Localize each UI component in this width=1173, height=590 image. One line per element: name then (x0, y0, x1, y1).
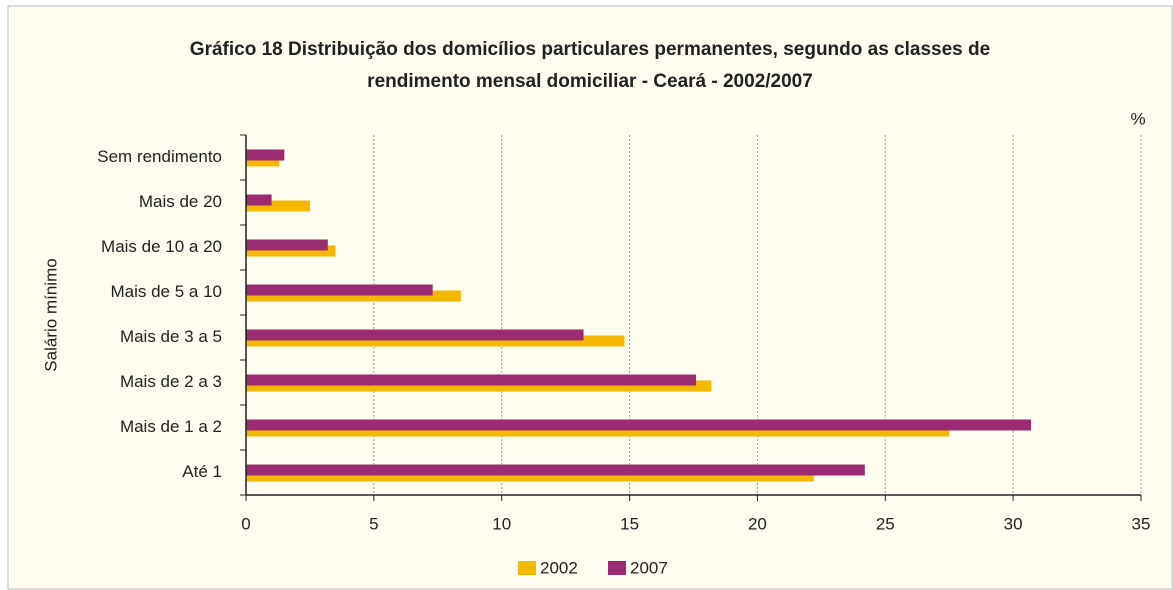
x-tick-label: 15 (620, 514, 639, 533)
x-tick-label: 35 (1132, 514, 1151, 533)
legend-swatch (518, 561, 536, 575)
y-tick-label: Mais de 3 a 5 (120, 327, 222, 346)
bar (246, 290, 461, 302)
x-tick-label: 0 (241, 514, 250, 533)
bar (246, 245, 336, 257)
legend-label: 2002 (540, 558, 578, 577)
x-tick-label: 5 (369, 514, 378, 533)
bar (246, 374, 697, 386)
bar (246, 335, 625, 347)
bar (246, 380, 712, 392)
unit-label: % (1130, 109, 1145, 128)
bar (246, 149, 285, 161)
y-tick-label: Mais de 20 (139, 192, 222, 211)
legend-swatch (608, 561, 626, 575)
bar (246, 200, 310, 212)
y-tick-label: Mais de 2 a 3 (120, 372, 222, 391)
bar (246, 329, 584, 341)
bar (246, 464, 865, 476)
y-tick-label: Até 1 (182, 462, 222, 481)
y-tick-label: Mais de 5 a 10 (110, 282, 222, 301)
x-tick-label: 10 (492, 514, 511, 533)
bar (246, 419, 1032, 431)
x-tick-label: 25 (876, 514, 895, 533)
x-tick-label: 30 (1004, 514, 1023, 533)
bar (246, 239, 328, 251)
bar (246, 470, 814, 482)
chart-frame (7, 5, 1173, 590)
y-tick-label: Mais de 1 a 2 (120, 417, 222, 436)
chart-title: rendimento mensal domiciliar - Ceará - 2… (367, 71, 813, 92)
x-tick-label: 20 (748, 514, 767, 533)
y-axis-label: Salário mínimo (41, 258, 60, 371)
bar (246, 155, 280, 167)
bar (246, 284, 433, 296)
bar (246, 425, 950, 437)
y-tick-label: Sem rendimento (97, 147, 222, 166)
legend-label: 2007 (630, 558, 668, 577)
bar (246, 194, 272, 206)
chart-title: Gráfico 18 Distribuição dos domicílios p… (190, 39, 990, 60)
y-tick-label: Mais de 10 a 20 (101, 237, 222, 256)
